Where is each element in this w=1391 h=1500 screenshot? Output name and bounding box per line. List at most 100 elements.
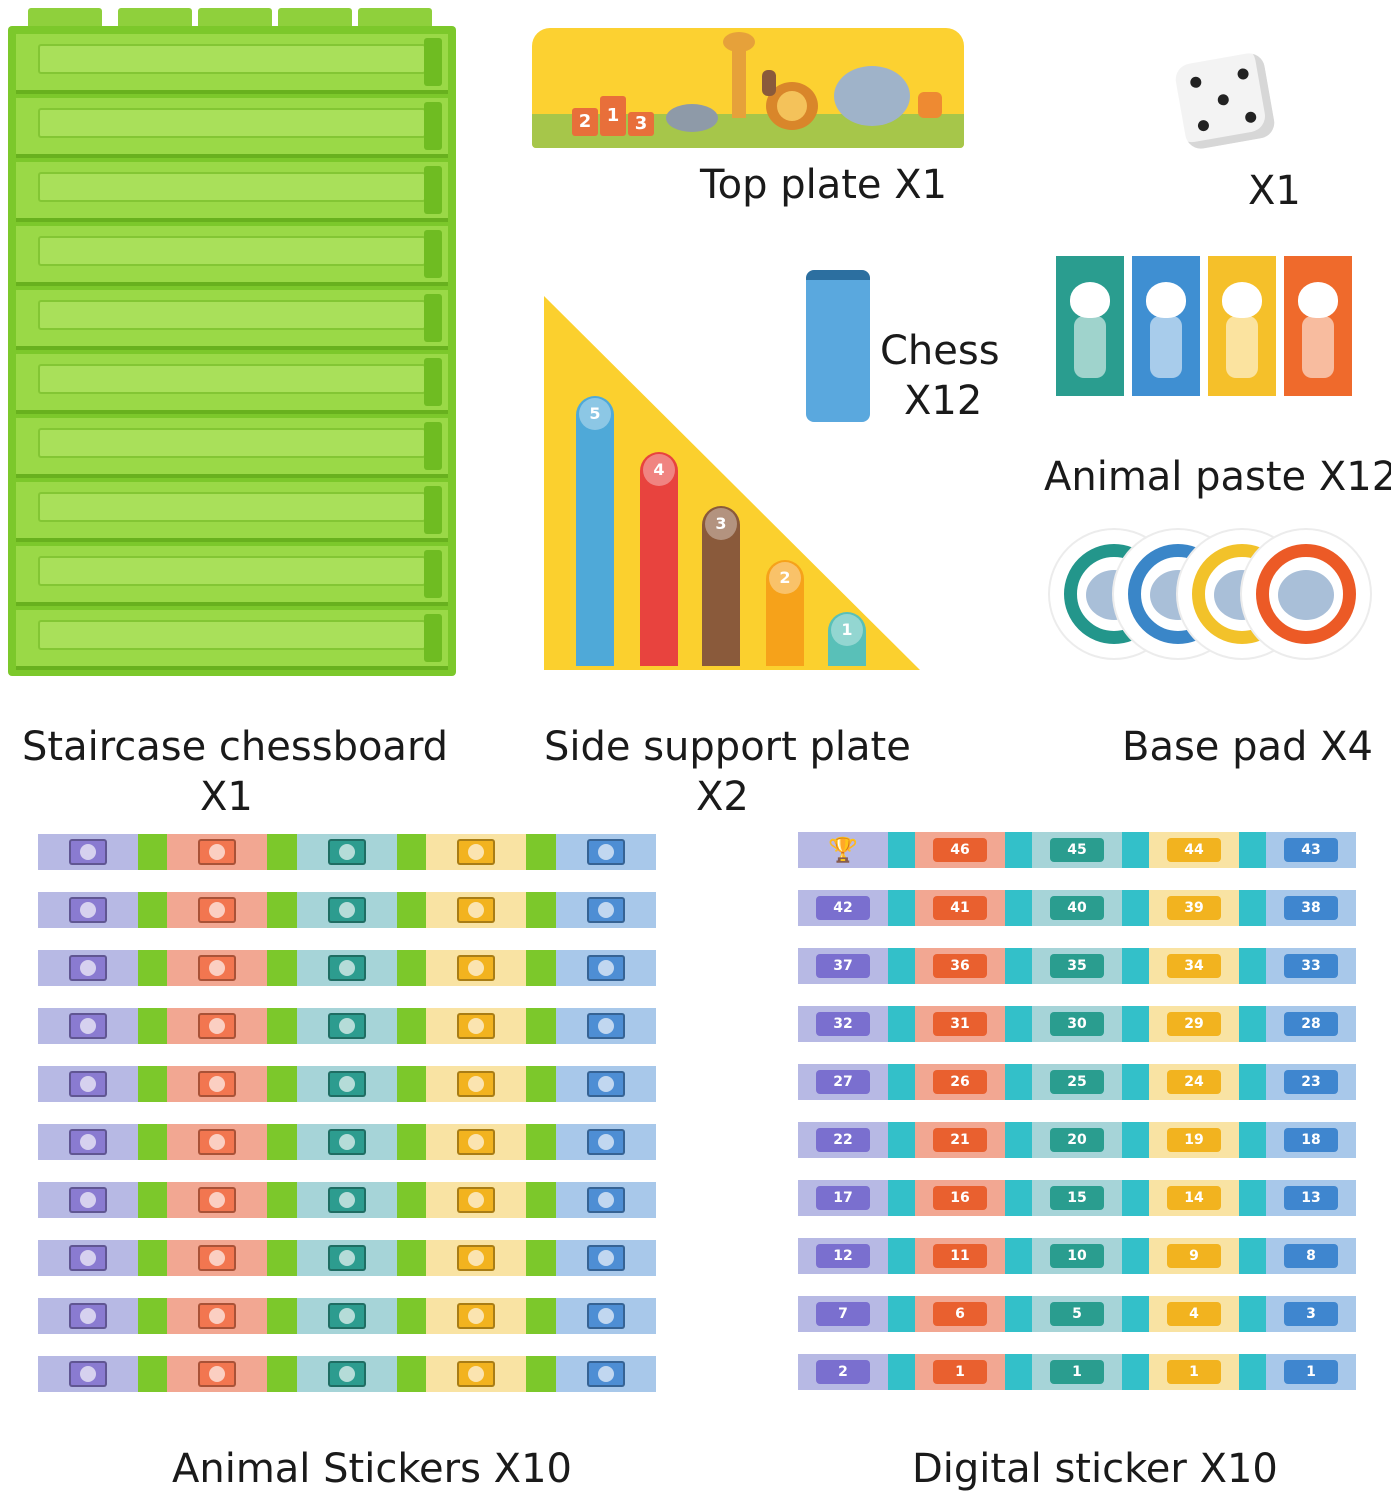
- monkey-icon: [328, 955, 366, 981]
- sticker-cell: 32: [798, 1006, 888, 1042]
- podium-block: 2: [572, 108, 598, 136]
- bear-icon: [328, 1013, 366, 1039]
- sticker-cell: 19: [1149, 1122, 1239, 1158]
- panda-icon: [587, 897, 625, 923]
- sticker-cell: [556, 892, 656, 928]
- animal-sticker-strip: [38, 1008, 656, 1044]
- sticker-cell: 38: [1266, 890, 1356, 926]
- safari-animals-illustration: [666, 32, 942, 132]
- sticker-cell: [556, 1182, 656, 1218]
- wolf-icon: [587, 1245, 625, 1271]
- animal-sticker-strip: [38, 892, 656, 928]
- staircase-label-line1: Staircase chessboard: [22, 724, 449, 770]
- sticker-cell: [38, 1298, 138, 1334]
- sticker-cell: 1: [1266, 1354, 1356, 1390]
- pig-icon: [198, 897, 236, 923]
- sticker-cell: [297, 950, 397, 986]
- rabbit-icon: [69, 1361, 107, 1387]
- number-badge: 1: [1167, 1360, 1221, 1384]
- chick-icon: [328, 1129, 366, 1155]
- sticker-cell: 26: [915, 1064, 1005, 1100]
- sticker-cell: [426, 1240, 526, 1276]
- number-badge: 41: [933, 896, 987, 920]
- sticker-cell: 24: [1149, 1064, 1239, 1100]
- monkey-body: [762, 70, 776, 96]
- trophy-icon: 🏆: [828, 836, 858, 864]
- support-bar: 2: [766, 560, 804, 666]
- lion-icon: [587, 1361, 625, 1387]
- number-badge: 17: [816, 1186, 870, 1210]
- number-badge: 32: [816, 1012, 870, 1036]
- sticker-cell: 31: [915, 1006, 1005, 1042]
- elephant-icon: [1278, 570, 1334, 620]
- sticker-cell: 1: [1032, 1354, 1122, 1390]
- sticker-cell: 42: [798, 890, 888, 926]
- giraffe-icon: [587, 1303, 625, 1329]
- board-step: [16, 418, 448, 478]
- number-badge: 14: [1167, 1186, 1221, 1210]
- sticker-cell: [426, 1124, 526, 1160]
- fox-icon: [69, 1187, 107, 1213]
- sheep-icon: [457, 897, 495, 923]
- sticker-cell: 1: [1149, 1354, 1239, 1390]
- number-badge: 8: [1284, 1244, 1338, 1268]
- elephant-icon: [1298, 282, 1338, 318]
- lion-icon: [1146, 282, 1186, 318]
- sticker-cell: [556, 1240, 656, 1276]
- elephant-body: [834, 66, 910, 126]
- sticker-cell: 20: [1032, 1122, 1122, 1158]
- hippo-icon: [328, 897, 366, 923]
- number-badge: 45: [1050, 838, 1104, 862]
- board-step: [16, 226, 448, 286]
- sticker-cell: 46: [915, 832, 1005, 868]
- rocket-icon: [69, 839, 107, 865]
- board-step: [16, 546, 448, 606]
- zebra-icon: [1070, 282, 1110, 318]
- lion-icon: [69, 1071, 107, 1097]
- animal-paste-cards: [1056, 0, 1356, 400]
- sticker-cell: [556, 1124, 656, 1160]
- sticker-cell: 43: [1266, 832, 1356, 868]
- sticker-cell: [426, 1356, 526, 1392]
- sticker-cell: [38, 1356, 138, 1392]
- number-badge: 16: [933, 1186, 987, 1210]
- sticker-cell: [297, 1182, 397, 1218]
- board-step: [16, 354, 448, 414]
- sticker-cell: [167, 950, 267, 986]
- number-badge: 7: [816, 1302, 870, 1326]
- side-plate-label-line1: Side support plate: [544, 724, 911, 770]
- number-badge: 23: [1284, 1070, 1338, 1094]
- number-badge: 43: [1284, 838, 1338, 862]
- number-badge: 29: [1167, 1012, 1221, 1036]
- sticker-cell: 30: [1032, 1006, 1122, 1042]
- board-step: [16, 98, 448, 158]
- pig-icon: [198, 1187, 236, 1213]
- sticker-cell: 23: [1266, 1064, 1356, 1100]
- animal-sticker-strip: [38, 950, 656, 986]
- sticker-cell: [297, 1008, 397, 1044]
- giraffe-icon: [328, 1071, 366, 1097]
- support-bars: 5 4 3 2 1: [540, 290, 922, 676]
- podium-block: 3: [628, 112, 654, 136]
- sticker-cell: [167, 1298, 267, 1334]
- number-badge: 36: [933, 954, 987, 978]
- monkey-icon: [457, 1245, 495, 1271]
- sticker-cell: [297, 1298, 397, 1334]
- number-badge: 24: [1167, 1070, 1221, 1094]
- chick-icon: [69, 955, 107, 981]
- number-badge: 15: [1050, 1186, 1104, 1210]
- chess-label-line1: Chess: [880, 328, 1000, 374]
- sticker-cell: 25: [1032, 1064, 1122, 1100]
- sticker-cell: [426, 1298, 526, 1334]
- board-step: [16, 610, 448, 670]
- frog-icon: [198, 1071, 236, 1097]
- sticker-cell: [167, 834, 267, 870]
- monkey-icon: [198, 1303, 236, 1329]
- number-badge: 10: [1050, 1244, 1104, 1268]
- number-badge: 28: [1284, 1012, 1338, 1036]
- tiger-icon: [457, 1013, 495, 1039]
- monkey-icon: [198, 1361, 236, 1387]
- number-badge: 1: [933, 1360, 987, 1384]
- sticker-cell: 17: [798, 1180, 888, 1216]
- giraffe-neck: [732, 38, 746, 118]
